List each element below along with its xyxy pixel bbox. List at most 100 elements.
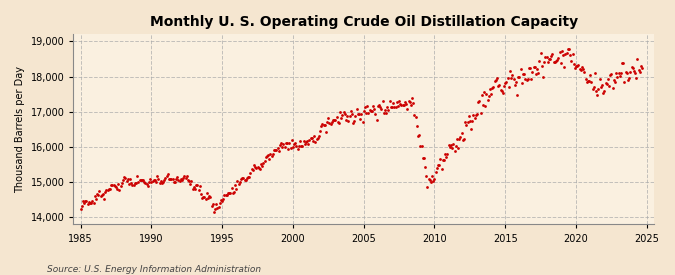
Point xyxy=(196,196,207,200)
Point xyxy=(434,163,445,167)
Point xyxy=(127,182,138,187)
Point xyxy=(173,178,184,183)
Point xyxy=(551,58,562,62)
Point xyxy=(89,194,100,198)
Point xyxy=(559,65,570,69)
Point xyxy=(397,103,408,107)
Point xyxy=(344,114,355,118)
Point xyxy=(179,174,190,179)
Point xyxy=(558,53,568,57)
Point xyxy=(141,182,152,186)
Point xyxy=(634,69,645,74)
Point xyxy=(200,197,211,202)
Point xyxy=(576,64,587,69)
Point xyxy=(113,182,124,186)
Point xyxy=(354,112,364,117)
Point xyxy=(267,152,278,156)
Point xyxy=(182,174,192,178)
Point xyxy=(449,148,460,153)
Point xyxy=(589,85,599,89)
Point xyxy=(381,111,392,116)
Point xyxy=(180,176,191,180)
Point xyxy=(243,175,254,179)
Point xyxy=(174,178,185,183)
Point xyxy=(147,179,158,183)
Point xyxy=(622,77,633,82)
Point xyxy=(160,175,171,180)
Point xyxy=(108,183,119,188)
Point xyxy=(495,88,506,92)
Point xyxy=(510,79,521,84)
Point xyxy=(206,204,217,208)
Point xyxy=(595,84,606,89)
Point xyxy=(193,188,204,192)
Point xyxy=(148,178,159,182)
Point xyxy=(194,184,205,189)
Point xyxy=(199,195,210,199)
Point xyxy=(480,104,491,108)
Point xyxy=(373,104,383,108)
Point xyxy=(581,80,592,84)
Point xyxy=(616,71,626,75)
Point xyxy=(570,64,581,68)
Point xyxy=(562,47,573,51)
Point xyxy=(149,178,160,182)
Point xyxy=(313,136,323,140)
Point xyxy=(601,81,612,86)
Point xyxy=(346,111,357,116)
Point xyxy=(88,201,99,205)
Point xyxy=(524,66,535,71)
Point xyxy=(568,62,579,66)
Point xyxy=(275,143,286,148)
Point xyxy=(82,202,93,206)
Point xyxy=(627,66,638,70)
Point xyxy=(105,187,115,191)
Point xyxy=(283,147,294,151)
Point xyxy=(520,77,531,81)
Point xyxy=(188,184,199,189)
Point xyxy=(565,52,576,57)
Point xyxy=(384,98,395,103)
Point xyxy=(115,183,126,188)
Point xyxy=(625,70,636,75)
Point xyxy=(92,192,103,196)
Point xyxy=(215,201,225,205)
Point xyxy=(139,180,150,184)
Point xyxy=(226,186,237,190)
Point xyxy=(411,124,422,128)
Point xyxy=(198,195,209,199)
Point xyxy=(392,100,402,104)
Point xyxy=(313,134,324,138)
Point xyxy=(286,138,297,142)
Point xyxy=(417,156,428,160)
Point xyxy=(124,182,134,186)
Point xyxy=(352,112,363,116)
Point xyxy=(153,177,164,182)
Point xyxy=(114,188,125,193)
Point xyxy=(469,116,480,120)
Point xyxy=(491,78,502,82)
Point xyxy=(161,173,172,178)
Point xyxy=(232,178,243,183)
Point xyxy=(132,174,142,178)
Point xyxy=(166,176,177,181)
Point xyxy=(409,113,420,117)
Point xyxy=(564,47,574,51)
Point xyxy=(455,135,466,139)
Point xyxy=(580,76,591,81)
Point xyxy=(202,195,213,200)
Point xyxy=(548,60,559,65)
Point xyxy=(516,81,527,85)
Point xyxy=(219,192,230,197)
Point xyxy=(146,180,157,184)
Point xyxy=(597,83,608,87)
Point xyxy=(186,179,197,183)
Point xyxy=(425,177,435,182)
Point xyxy=(502,76,513,81)
Point xyxy=(529,64,540,69)
Point xyxy=(611,70,622,75)
Point xyxy=(631,76,642,80)
Point xyxy=(155,179,166,183)
Point xyxy=(537,64,547,69)
Point xyxy=(136,178,147,182)
